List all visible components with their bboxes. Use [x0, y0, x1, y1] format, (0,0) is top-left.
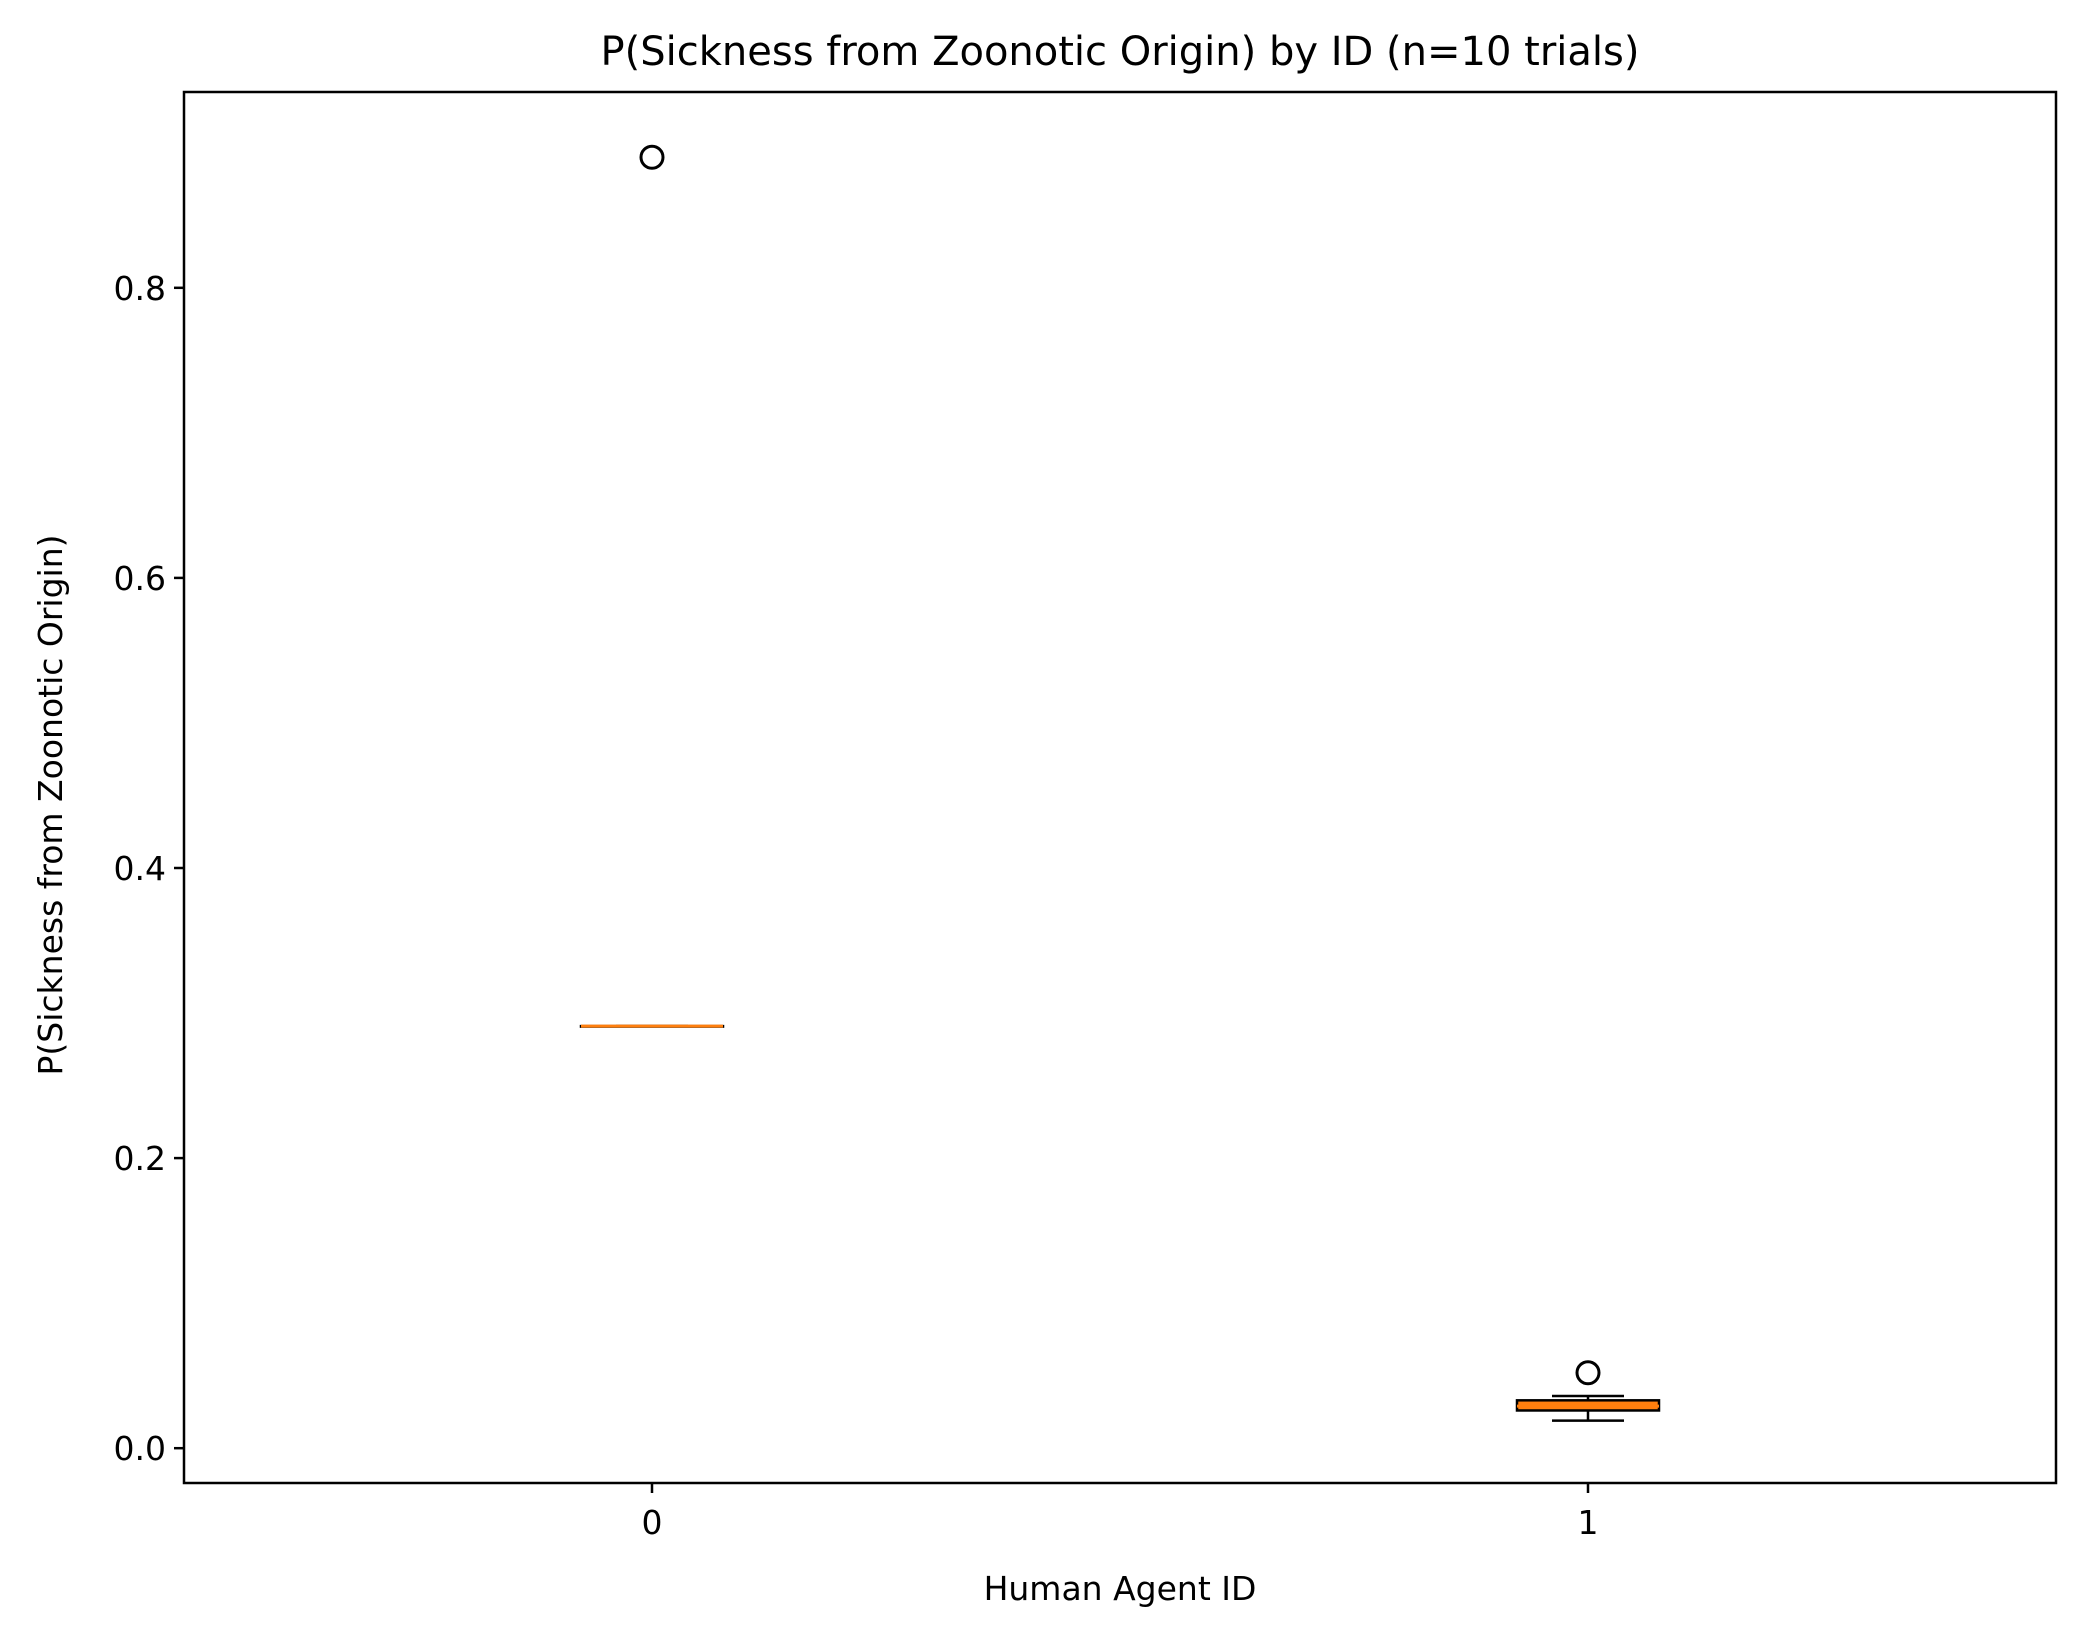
y-axis-label: P(Sickness from Zoonotic Origin) [31, 535, 70, 1076]
y-tick-label: 0.4 [114, 849, 166, 888]
box-group-1 [1515, 1360, 1661, 1422]
x-axis-label: Human Agent ID [984, 1569, 1257, 1608]
y-tick-label: 0.6 [114, 559, 166, 598]
x-tick-label: 0 [642, 1503, 663, 1542]
x-tick-label: 1 [1578, 1503, 1599, 1542]
outlier-point [1575, 1360, 1601, 1386]
box-group-0 [579, 144, 725, 1028]
y-tick-label: 0.8 [114, 269, 166, 308]
chart-title: P(Sickness from Zoonotic Origin) by ID (… [601, 29, 1640, 75]
plot-area [579, 144, 1661, 1422]
outlier-point [639, 144, 665, 170]
y-tick-label: 0.2 [114, 1139, 166, 1178]
axes-frame [182, 90, 2058, 1485]
y-tick-label: 0.0 [114, 1429, 166, 1468]
